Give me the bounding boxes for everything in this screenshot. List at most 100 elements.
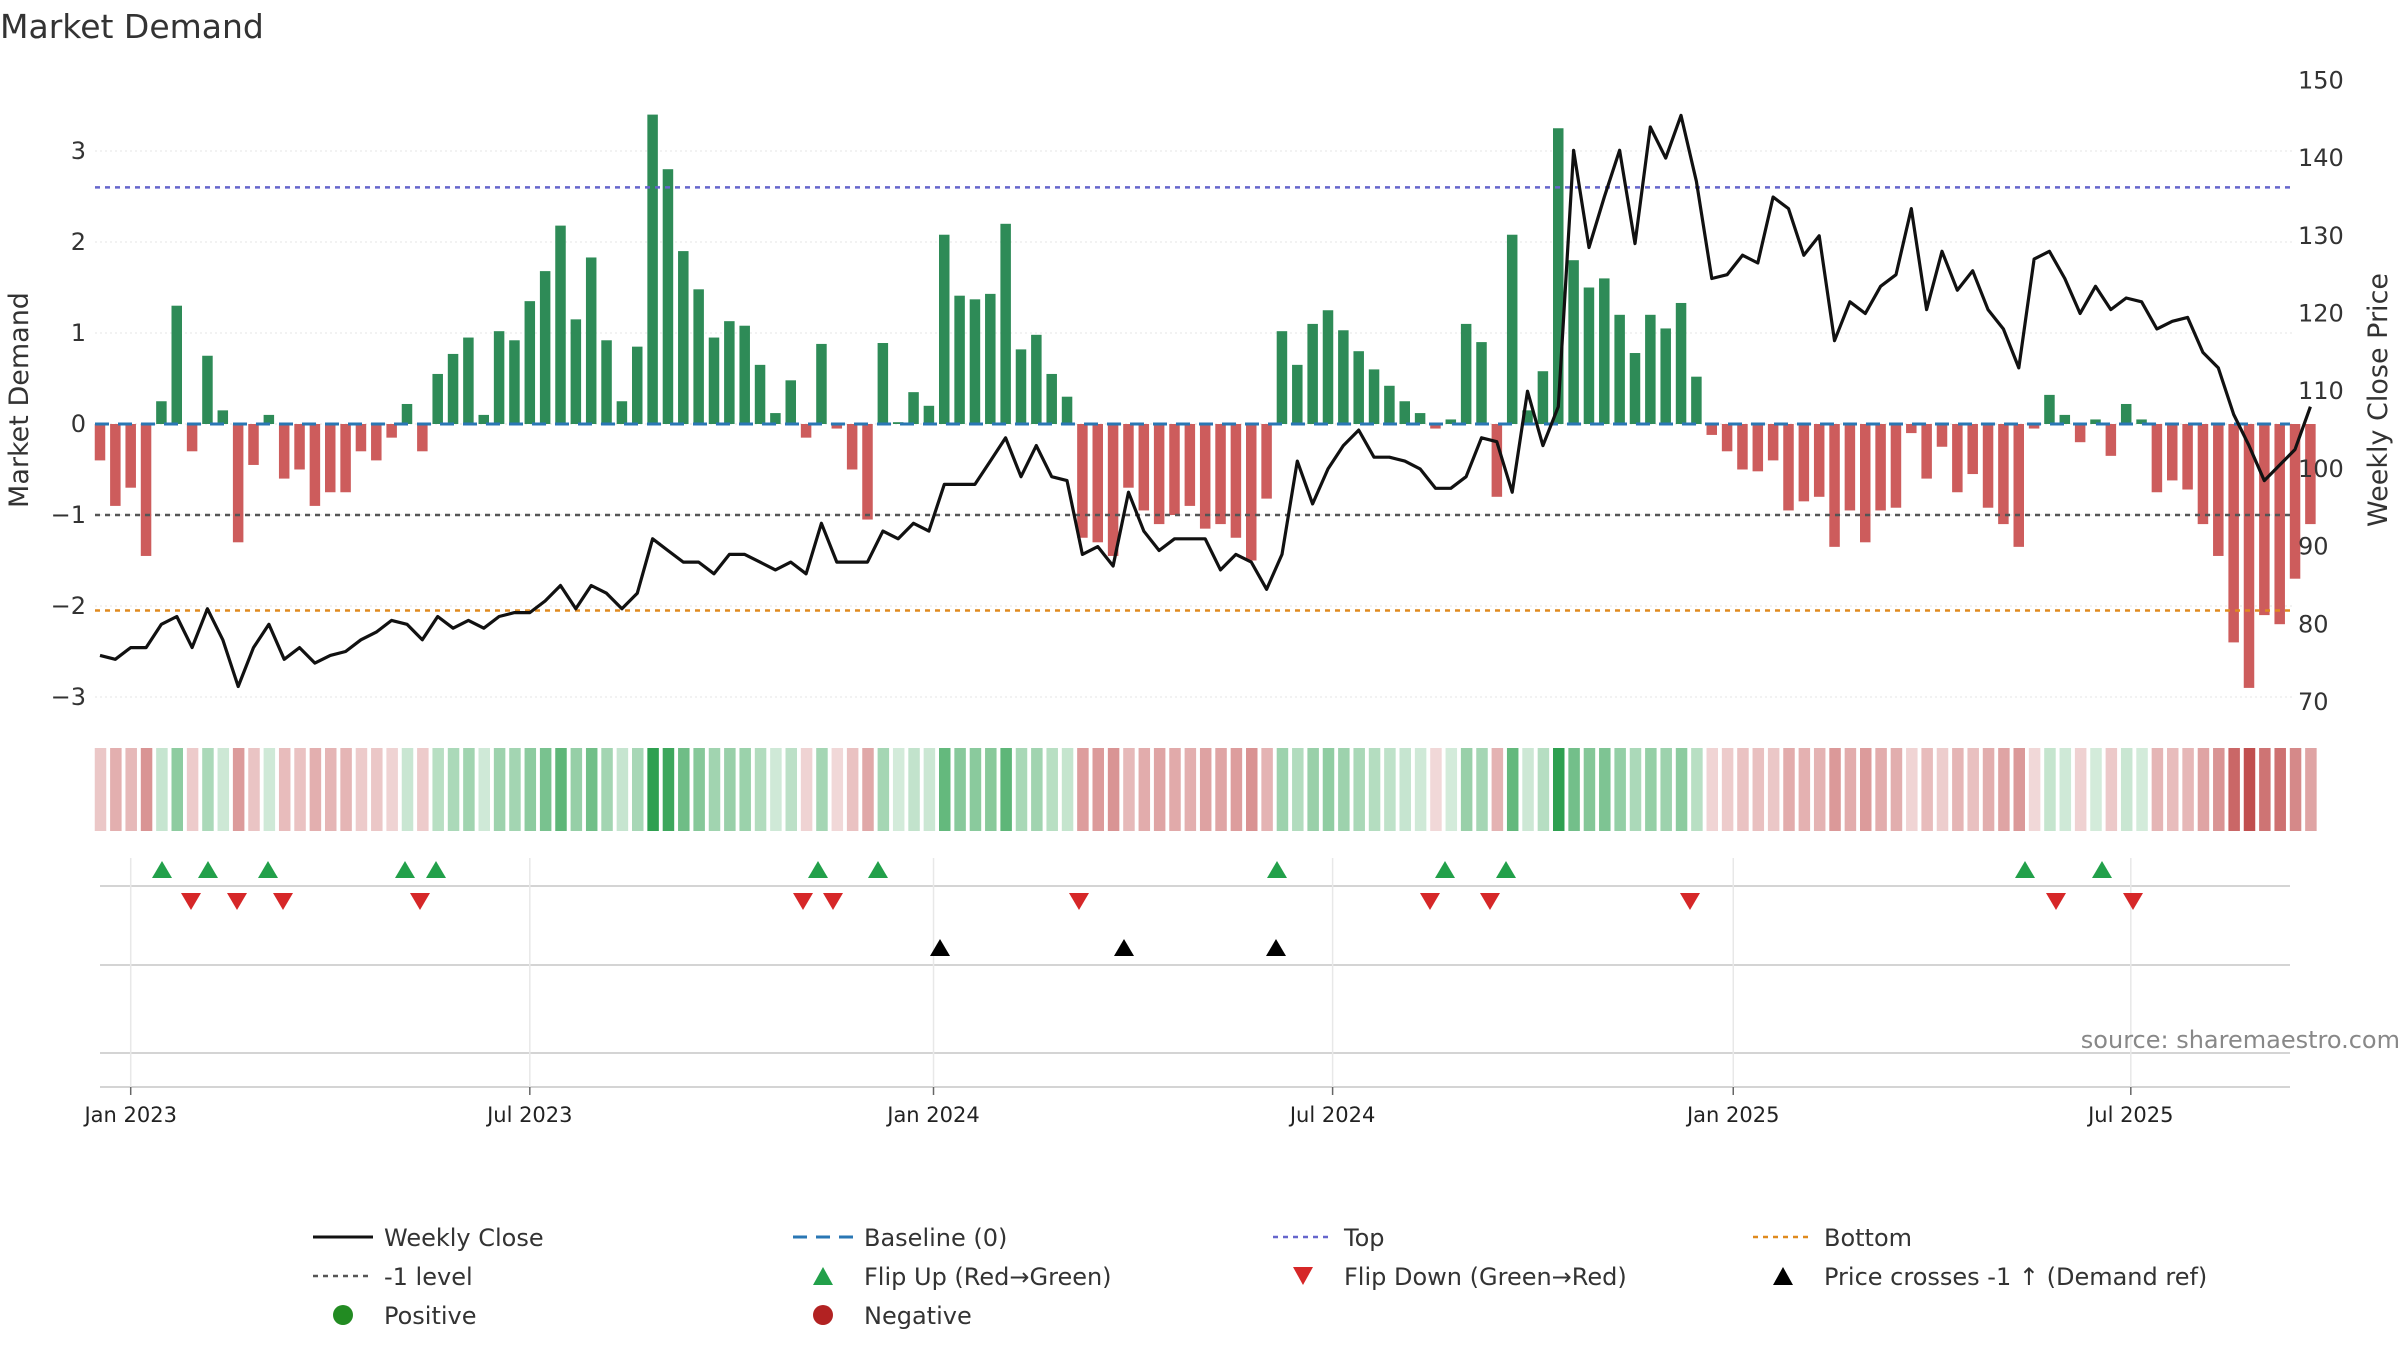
- heat-cell: [1338, 748, 1350, 831]
- heat-cell: [2120, 748, 2133, 831]
- heat-cell: [1737, 748, 1749, 831]
- x-tick-label: Jan 2024: [885, 1103, 980, 1127]
- demand-bar: [140, 424, 152, 556]
- heat-cell: [708, 748, 721, 831]
- heat-cell: [1414, 748, 1427, 831]
- heat-cell: [1721, 748, 1734, 831]
- demand-bar: [785, 380, 796, 424]
- heat-cell: [263, 748, 276, 831]
- demand-bar: [2059, 414, 2071, 424]
- flip-down-marker: [410, 893, 430, 910]
- demand-bar: [1844, 424, 1856, 511]
- heat-cell: [1169, 748, 1181, 831]
- heat-cell: [1184, 748, 1197, 831]
- heat-cell: [800, 748, 813, 831]
- heat-cell: [2243, 748, 2256, 831]
- demand-bar: [125, 424, 136, 488]
- demand-bar: [1522, 410, 1533, 424]
- demand-bar: [1660, 328, 1671, 424]
- flip-up-marker: [1267, 861, 1287, 878]
- demand-bar: [278, 424, 290, 479]
- heat-cell: [2228, 748, 2240, 831]
- legend-item: Bottom: [1753, 1224, 1912, 1252]
- source-note: source: sharemaestro.com: [2081, 1026, 2400, 1054]
- heat-cell: [1752, 748, 1765, 831]
- demand-bar: [340, 424, 351, 493]
- demand-bar: [1322, 310, 1334, 424]
- heat-cell: [939, 748, 951, 831]
- y-tick-left: 0: [71, 410, 86, 438]
- heat-cell: [1952, 748, 1964, 831]
- heat-cell: [1583, 748, 1596, 831]
- heat-cell: [647, 748, 659, 831]
- flip-down-marker: [2123, 893, 2143, 910]
- y-tick-right: 80: [2298, 610, 2329, 638]
- heat-cell: [1553, 748, 1565, 831]
- heat-cell: [1368, 748, 1381, 831]
- heat-cell: [662, 748, 675, 831]
- demand-bar: [2167, 424, 2178, 481]
- demand-bar: [463, 337, 474, 424]
- weekly-close-line: [99, 113, 2312, 689]
- demand-bar: [1767, 424, 1779, 461]
- demand-bar: [2213, 424, 2224, 556]
- demand-bar: [94, 424, 106, 461]
- heat-cell: [555, 748, 567, 831]
- demand-bar: [186, 424, 198, 452]
- demand-bar: [2090, 419, 2101, 424]
- y-tick-right: 130: [2298, 222, 2344, 250]
- demand-bar: [1077, 424, 1088, 538]
- heat-cell: [2274, 748, 2286, 831]
- demand-bar: [2044, 394, 2055, 424]
- heat-cell: [2028, 748, 2041, 831]
- y-tick-right: 110: [2298, 377, 2344, 405]
- demand-bar: [1952, 424, 1963, 493]
- heat-cell: [2289, 748, 2302, 831]
- heat-cell: [831, 748, 844, 831]
- demand-bar: [555, 225, 566, 424]
- heat-cell: [539, 748, 552, 831]
- demand-bar: [1921, 424, 1932, 479]
- heat-cell: [985, 748, 997, 831]
- y-tick-labels: 3 2 1 0 −1 −2 −3 150 140 130 120 110 100 90 80 70: [51, 66, 2344, 716]
- legend-item: Flip Down (Green→Red): [1293, 1263, 1627, 1291]
- flip-up-marker: [258, 861, 278, 878]
- heat-cell: [2167, 748, 2179, 831]
- demand-bar: [1890, 424, 1902, 508]
- heat-cell: [2105, 748, 2118, 831]
- heat-cell: [1430, 748, 1442, 831]
- demand-bar: [2243, 424, 2255, 688]
- heat-cell: [125, 748, 137, 831]
- heat-cell: [2182, 748, 2194, 831]
- heat-cell: [1675, 748, 1688, 831]
- demand-bar: [862, 424, 873, 520]
- heat-cell: [892, 748, 905, 831]
- heat-cell: [94, 748, 107, 831]
- demand-bar: [493, 331, 505, 424]
- demand-bar: [156, 401, 167, 424]
- demand-bar: [1015, 349, 1027, 424]
- heat-cell: [1384, 748, 1396, 831]
- heat-cell: [1307, 748, 1319, 831]
- heat-cell: [678, 748, 690, 831]
- demand-bar: [509, 340, 520, 424]
- demand-bar: [202, 355, 213, 424]
- demand-bar: [892, 422, 904, 424]
- legend-item: Price crosses -1 ↑ (Demand ref): [1773, 1263, 2207, 1291]
- heat-cell: [1107, 748, 1120, 831]
- demand-bar: [1338, 330, 1349, 424]
- heat-cell: [1460, 748, 1473, 831]
- heat-cell: [1031, 748, 1043, 831]
- demand-bar: [2182, 424, 2193, 490]
- heat-cell: [1123, 748, 1135, 831]
- legend-item: Weekly Close: [313, 1224, 544, 1252]
- heat-cell: [325, 748, 337, 831]
- flip-down-marker: [181, 893, 201, 910]
- heat-cell: [478, 748, 490, 831]
- demand-bar: [2074, 424, 2086, 443]
- demand-bar: [1353, 351, 1364, 424]
- heat-cell: [1568, 748, 1580, 831]
- legend: Weekly Close Baseline (0) Top Bottom -1 leve…: [313, 1224, 2207, 1330]
- heat-cell: [908, 748, 920, 831]
- heat-cell: [1691, 748, 1703, 831]
